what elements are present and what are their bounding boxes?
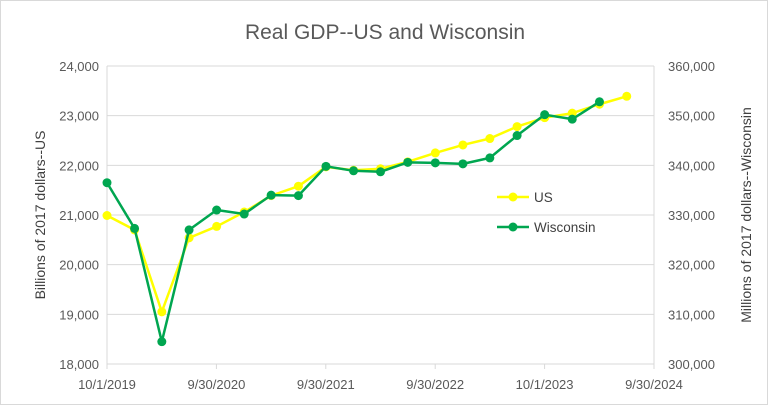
data-point-us — [430, 148, 440, 158]
data-point-us — [458, 140, 468, 150]
left-tick-label: 23,000 — [59, 109, 99, 124]
x-tick-label: 10/1/2019 — [78, 377, 136, 392]
data-point-us — [293, 181, 303, 191]
data-point-us — [512, 122, 522, 132]
data-point-wisconsin — [430, 158, 440, 168]
legend-us-label: US — [534, 190, 553, 205]
x-tick-label: 9/30/2024 — [625, 377, 683, 392]
data-point-wisconsin — [102, 178, 112, 188]
x-tick-label: 9/30/2020 — [187, 377, 245, 392]
data-point-wisconsin — [212, 205, 222, 215]
x-axis-ticks: 10/1/2019 9/30/2020 9/30/2021 9/30/2022 10/1… — [78, 364, 683, 392]
data-point-wisconsin — [349, 166, 359, 176]
data-point-wisconsin — [321, 161, 331, 171]
data-point-wisconsin — [567, 114, 577, 124]
left-tick-label: 24,000 — [59, 59, 99, 74]
data-point-wisconsin — [130, 223, 140, 233]
data-point-us — [212, 221, 222, 231]
left-tick-label: 18,000 — [59, 357, 99, 372]
data-point-us — [485, 134, 495, 144]
data-point-wisconsin — [512, 131, 522, 141]
data-point-wisconsin — [157, 337, 167, 347]
data-point-wisconsin — [458, 159, 468, 169]
data-point-wisconsin — [485, 153, 495, 163]
x-tick-label: 9/30/2022 — [406, 377, 464, 392]
series-layer — [102, 91, 632, 347]
legend-item-wisconsin: Wisconsin — [497, 220, 596, 235]
data-point-us — [102, 210, 112, 220]
legend-item-us: US — [497, 190, 553, 205]
data-point-wisconsin — [266, 190, 276, 200]
legend-us-marker — [508, 192, 518, 202]
data-point-us — [157, 307, 167, 317]
data-point-us — [622, 91, 632, 101]
data-point-wisconsin — [239, 209, 249, 219]
left-axis-ticks: 18,000 19,000 20,000 21,000 22,000 23,000 24,0… — [59, 59, 99, 372]
x-tick-label: 10/1/2023 — [516, 377, 574, 392]
left-tick-label: 20,000 — [59, 258, 99, 273]
right-tick-label: 340,000 — [668, 158, 715, 173]
legend: US Wisconsin — [497, 190, 596, 235]
left-tick-label: 19,000 — [59, 307, 99, 322]
right-tick-label: 360,000 — [668, 59, 715, 74]
legend-wisconsin-marker — [508, 222, 518, 232]
right-tick-label: 300,000 — [668, 357, 715, 372]
data-point-wisconsin — [376, 167, 385, 177]
data-point-wisconsin — [184, 225, 194, 235]
data-point-wisconsin — [540, 110, 550, 120]
right-tick-label: 330,000 — [668, 208, 715, 223]
data-point-wisconsin — [293, 191, 303, 201]
data-point-wisconsin — [403, 157, 413, 167]
series-line-wisconsin — [105, 100, 601, 343]
left-axis-title: Billions of 2017 dollars--US — [32, 131, 48, 300]
right-axis-title: Millions of 2017 dollars--Wisconsin — [738, 107, 754, 323]
x-tick-label: 9/30/2021 — [297, 377, 355, 392]
data-point-wisconsin — [594, 97, 604, 107]
chart-title: Real GDP--US and Wisconsin — [245, 21, 525, 44]
left-tick-label: 22,000 — [59, 158, 99, 173]
right-axis-ticks: 300,000 310,000 320,000 330,000 340,000 350,0… — [668, 59, 715, 372]
right-tick-label: 350,000 — [668, 109, 715, 124]
right-tick-label: 320,000 — [668, 258, 715, 273]
left-tick-label: 21,000 — [59, 208, 99, 223]
legend-wisconsin-label: Wisconsin — [534, 220, 596, 235]
right-tick-label: 310,000 — [668, 307, 715, 322]
